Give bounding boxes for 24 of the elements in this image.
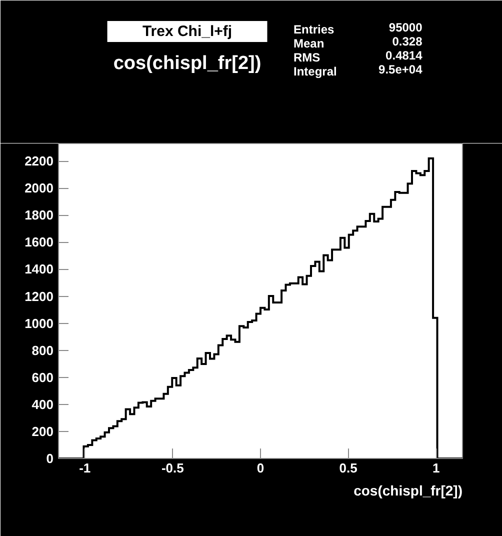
y-tick-label: 1800: [24, 208, 54, 223]
y-tick-label: 200: [32, 424, 54, 439]
x-tick-label: -0.5: [161, 460, 184, 476]
text: Entries 95000: [293, 20, 422, 36]
x-axis-title: cos(chispl_fr[2]): [354, 482, 463, 498]
chart-title: Trex Chi_l+fj: [142, 23, 232, 40]
chart-subtitle: cos(chispl_fr[2]): [113, 53, 262, 74]
y-tick-label: 1200: [24, 288, 54, 304]
y-tick-label: 1000: [24, 316, 54, 331]
x-tick-label: 0: [256, 460, 264, 476]
text: Integral 9.5e+04: [293, 62, 422, 78]
text: Mean 0.328: [293, 34, 422, 50]
y-tick-label: 400: [32, 396, 54, 412]
y-tick-label: 1400: [24, 262, 54, 277]
y-tick-label: 2200: [24, 154, 54, 169]
y-tick-label: 0: [46, 451, 54, 466]
text: RMS 0.4814: [293, 48, 422, 64]
x-tick-label: 1: [432, 460, 440, 476]
x-tick-label: -1: [79, 460, 91, 476]
x-tick-label: 0.5: [339, 460, 358, 476]
y-tick-label: 800: [32, 342, 54, 358]
y-tick-label: 1600: [24, 234, 54, 250]
y-tick-label: 600: [32, 370, 54, 385]
y-tick-label: 2000: [24, 180, 54, 196]
